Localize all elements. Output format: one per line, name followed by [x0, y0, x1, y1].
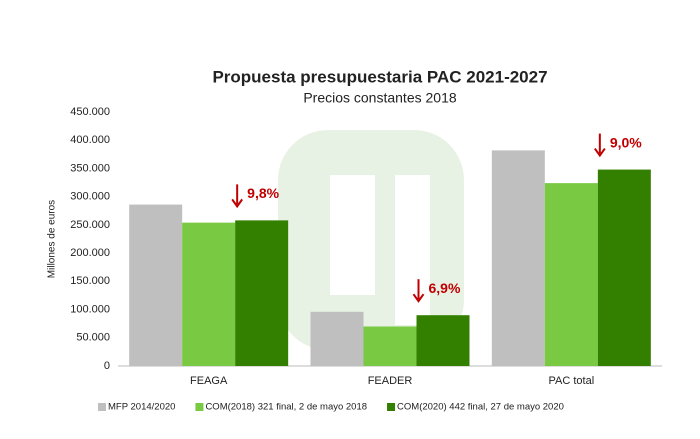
- y-tick-label: 350.000: [70, 162, 110, 174]
- legend-swatch: [195, 403, 204, 411]
- legend-label: COM(2018) 321 final, 2 de mayo 2018: [205, 402, 367, 413]
- y-axis-label: Millones de euros: [47, 200, 58, 278]
- x-tick-label: PAC total: [549, 375, 595, 387]
- bar: [597, 169, 651, 366]
- bar: [129, 204, 183, 366]
- bar: [363, 326, 417, 366]
- chart-title: Propuesta presupuestaria PAC 2021-2027: [212, 67, 547, 86]
- y-tick-label: 200.000: [70, 247, 110, 259]
- bar: [416, 315, 470, 366]
- annotation-arrowhead: [231, 198, 243, 209]
- bar: [235, 220, 289, 366]
- bar: [544, 183, 598, 366]
- annotation-arrowhead: [412, 293, 425, 303]
- annotation: 9,0%: [610, 134, 642, 150]
- legend-swatch: [387, 403, 396, 411]
- bar: [182, 222, 236, 366]
- y-tick-label: 450.000: [70, 106, 110, 118]
- bar: [491, 150, 545, 366]
- y-tick-label: 400.000: [70, 134, 110, 146]
- x-tick-label: FEADER: [368, 375, 413, 387]
- x-tick-label: FEAGA: [190, 375, 228, 387]
- y-tick-label: 100.000: [70, 303, 110, 315]
- y-tick-label: 150.000: [70, 275, 110, 287]
- legend-label: COM(2020) 442 final, 27 de mayo 2020: [397, 402, 564, 413]
- bar: [310, 311, 364, 366]
- annotation: 9,8%: [247, 185, 279, 201]
- legend-label: MFP 2014/2020: [108, 402, 175, 413]
- y-tick-label: 0: [104, 360, 110, 372]
- y-tick-label: 50.000: [76, 332, 110, 344]
- annotation-arrowhead: [594, 147, 606, 158]
- annotation: 6,9%: [429, 280, 461, 296]
- y-tick-label: 300.000: [70, 191, 110, 203]
- legend-swatch: [98, 403, 106, 411]
- y-tick-label: 250.000: [70, 219, 110, 231]
- chart-subtitle: Precios constantes 2018: [303, 90, 457, 106]
